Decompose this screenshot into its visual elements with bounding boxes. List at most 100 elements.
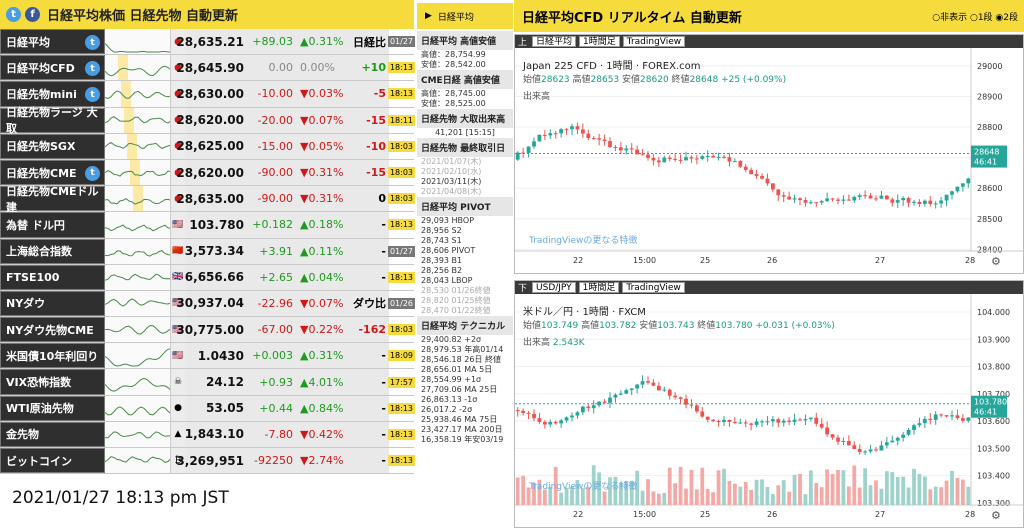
layout-radio[interactable]: ○非表示 ○1段 ◉2段 — [932, 10, 1018, 23]
candle-body — [662, 390, 666, 391]
quote-row[interactable]: 日経先物ラージ 大取 ● 28,620.00 -20.00 ▼0.07% -15 18:11 — [0, 108, 414, 134]
candle-body — [901, 198, 905, 200]
quote-name[interactable]: WTI原油先物 — [0, 396, 105, 421]
quote-row[interactable]: NYダウ先物CME 🇺🇸 30,775.00 -67.00 ▼0.22% -162 18:0… — [0, 317, 414, 343]
gear-icon[interactable]: ⚙ — [991, 255, 1001, 268]
quote-name[interactable]: 日経先物CMEドル建 — [0, 186, 105, 211]
quote-name[interactable]: 米国債10年利回り — [0, 343, 105, 368]
volume-bar — [679, 467, 683, 505]
quote-row[interactable]: VIX恐怖指数 ☠ 24.12 +0.93 ▲4.01% -17:57 — [0, 369, 414, 395]
quote-value: 1.0430 — [185, 343, 248, 368]
candle-body — [586, 407, 590, 409]
candle-body — [543, 135, 547, 136]
quote-name[interactable]: 日経先物CME t — [0, 160, 105, 185]
quote-name[interactable]: ビットコイン — [0, 448, 105, 473]
quote-name-label: VIX恐怖指数 — [6, 374, 71, 390]
tradingview-link[interactable]: TradingViewの更なる特徴 — [529, 233, 637, 246]
quote-name-label: 日経先物ラージ 大取 — [6, 104, 104, 136]
twitter-icon[interactable]: t — [85, 61, 100, 76]
quote-change: +0.003 — [248, 343, 296, 368]
candle-body — [624, 390, 628, 394]
interval-select[interactable]: 1時間足 — [579, 36, 620, 47]
quote-value: 28,635.00 — [185, 186, 248, 211]
candle-body — [641, 154, 645, 155]
quote-name[interactable]: NYダウ — [0, 291, 105, 316]
x-tick-label: 25 — [700, 510, 710, 519]
source-select[interactable]: TradingView — [623, 36, 685, 47]
volume-bar — [657, 494, 661, 505]
candle-body — [842, 200, 846, 201]
quote-row[interactable]: 日経先物SGX ● 28,625.00 -15.00 ▼0.05% -10 18:03 — [0, 134, 414, 160]
quote-name[interactable]: 日経先物mini t — [0, 81, 105, 106]
quote-name[interactable]: 為替 ドル円 — [0, 212, 105, 237]
nikkei-diff: - — [347, 448, 389, 473]
volume-bar — [695, 489, 699, 505]
candle-body — [690, 405, 694, 406]
symbol-select[interactable]: 日経平均 — [532, 36, 576, 47]
volume-label: 出来高 — [523, 89, 786, 102]
candle-body — [738, 161, 742, 167]
source-select[interactable]: TradingView — [622, 282, 684, 293]
volume-bar — [646, 479, 650, 505]
quote-row[interactable]: 米国債10年利回り 🇺🇸 1.0430 +0.003 ▲0.31% -18:09 — [0, 343, 414, 369]
quote-name[interactable]: NYダウ先物CME — [0, 317, 105, 342]
quote-name[interactable]: 日経先物ラージ 大取 — [0, 108, 105, 133]
quote-name[interactable]: 日経先物SGX — [0, 134, 105, 159]
quote-time: 18:09 — [389, 343, 414, 368]
quote-time: 18:13 — [389, 422, 414, 447]
nav-nikkei-button[interactable]: ▶ 日経平均 — [417, 3, 513, 29]
candle-body — [776, 419, 780, 422]
candle-body — [928, 419, 932, 420]
quote-row[interactable]: 日経平均CFD t ● 28,645.90 0.00 0.00% +10 18:13 — [0, 55, 414, 81]
quote-row[interactable]: 日経平均 t ● 28,635.21 +89.03 ▲0.31% 日経比 01/27 — [0, 29, 414, 55]
candle-body — [842, 441, 846, 442]
tradingview-link[interactable]: TradingViewの更なる特徴 — [529, 479, 637, 492]
volume-bar — [874, 480, 878, 505]
quote-row[interactable]: FTSE100 🇬🇧 6,656.66 +2.65 ▲0.04% -18:13 — [0, 265, 414, 291]
candle-body — [679, 397, 683, 398]
quote-name[interactable]: 日経平均CFD t — [0, 55, 105, 80]
quote-name[interactable]: 金先物 — [0, 422, 105, 447]
quote-value: 6,656.66 — [185, 265, 248, 290]
quote-row[interactable]: 金先物 ▲ 1,843.10 -7.80 ▼0.42% -18:13 — [0, 422, 414, 448]
candle-body — [950, 415, 954, 416]
nikkei-diff: 日経比 — [347, 29, 389, 54]
candle-body — [901, 435, 905, 438]
quote-row[interactable]: NYダウ 🇺🇸 30,937.04 -22.96 ▼0.07% ダウ比 01/26 — [0, 291, 414, 317]
volume-bar — [728, 481, 732, 505]
candle-body — [706, 156, 710, 157]
nikkei-diff: - — [347, 212, 389, 237]
quote-name[interactable]: 日経平均 t — [0, 29, 105, 54]
quote-name-label: 日経先物mini — [6, 86, 77, 102]
sparkline-path — [105, 265, 171, 290]
twitter-icon[interactable]: t — [85, 166, 100, 181]
quote-row[interactable]: 上海総合指数 🇨🇳 3,573.34 +3.91 ▲0.11% -01/27 — [0, 239, 414, 265]
quote-name[interactable]: VIX恐怖指数 — [0, 369, 105, 394]
quote-row[interactable]: ビットコイン ₿ 3,269,951 -92250 ▼2.74% -18:13 — [0, 448, 414, 474]
list-item: 28,656.01 MA 5日 — [417, 365, 513, 375]
volume-bar — [831, 474, 835, 505]
symbol-select[interactable]: USD/JPY — [532, 282, 576, 293]
y-tick-label: 103.400 — [977, 472, 1010, 481]
quote-row[interactable]: WTI原油先物 ● 53.05 +0.44 ▲0.84% -18:13 — [0, 396, 414, 422]
candle-body — [836, 438, 840, 442]
quote-value: 53.05 — [185, 396, 248, 421]
low-value: 103.743 — [657, 321, 694, 331]
candle-body — [684, 157, 688, 160]
candle-body — [858, 449, 862, 452]
facebook-icon[interactable]: f — [25, 7, 40, 22]
twitter-icon[interactable]: t — [85, 87, 100, 102]
twitter-icon[interactable]: t — [85, 35, 100, 50]
quote-row[interactable]: 日経先物CMEドル建 ● 28,635.00 -90.00 ▼0.31% 0 18:03 — [0, 186, 414, 212]
quote-time: 01/27 — [389, 239, 414, 264]
interval-select[interactable]: 1時間足 — [579, 282, 620, 293]
quote-name[interactable]: FTSE100 — [0, 265, 105, 290]
quote-row[interactable]: 為替 ドル円 🇺🇸 103.780 +0.182 ▲0.18% -18:13 — [0, 212, 414, 238]
gear-icon[interactable]: ⚙ — [991, 509, 1001, 522]
volume-bar — [755, 480, 759, 505]
volume-bar — [814, 483, 818, 505]
quote-percent: ▼0.07% — [296, 291, 347, 316]
quote-name[interactable]: 上海総合指数 — [0, 239, 105, 264]
candle-body — [554, 422, 558, 423]
twitter-icon[interactable]: t — [6, 7, 21, 22]
